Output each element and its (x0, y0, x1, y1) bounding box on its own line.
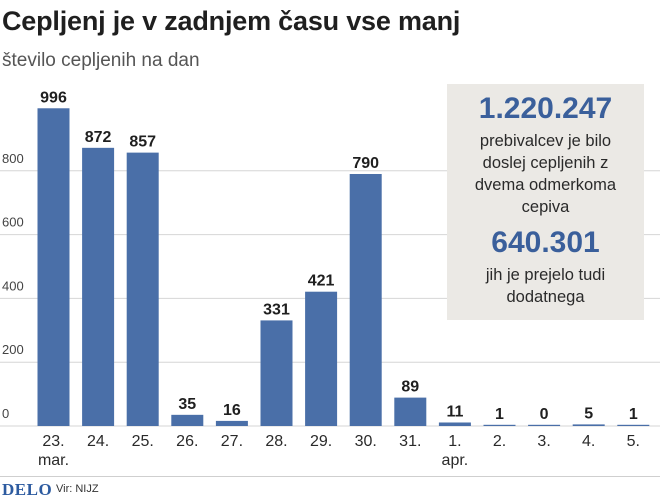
total-vaccinated-number: 1.220.247 (478, 92, 613, 125)
footer-divider (0, 476, 660, 477)
delo-logo: DELO (2, 480, 53, 499)
bar-value-label: 1 (629, 406, 638, 423)
x-tick-label: mar. (38, 452, 69, 469)
bar (126, 152, 159, 426)
bar-value-label: 790 (352, 155, 379, 172)
bar-value-label: 0 (540, 406, 549, 423)
x-tick-label: 31. (399, 433, 421, 450)
bar (572, 424, 605, 426)
y-tick-label: 400 (2, 278, 24, 293)
info-box: 1.220.247 prebivalcev je bilo doslej cep… (447, 84, 644, 320)
x-tick-label: 24. (87, 433, 109, 450)
bar-value-label: 5 (584, 405, 593, 422)
x-tick-label: 3. (537, 433, 550, 450)
footer: DELO Vir: NIJZ (0, 476, 660, 503)
bar (305, 291, 338, 426)
bar (349, 173, 382, 426)
x-tick-label: 4. (582, 433, 595, 450)
bar-value-label: 872 (85, 129, 112, 146)
y-tick-label: 600 (2, 215, 24, 230)
bar (215, 420, 248, 426)
bar-value-label: 35 (178, 396, 196, 413)
bar (438, 422, 471, 426)
booster-text: jih je prejelo tudi dodatnega (485, 266, 606, 306)
bar (483, 424, 516, 426)
total-vaccinated-text: prebivalcev je bilo doslej cepljenih z d… (474, 132, 617, 216)
bars (37, 108, 650, 426)
x-tick-label: 30. (355, 433, 377, 450)
source-note: Vir: NIJZ (56, 483, 99, 495)
y-tick-label: 0 (2, 406, 9, 421)
bar-value-label: 331 (263, 301, 290, 318)
x-tick-label: 28. (265, 433, 287, 450)
x-tick-label: 25. (132, 433, 154, 450)
bar-value-label: 996 (40, 89, 67, 106)
x-tick-label: 23. (42, 433, 64, 450)
bar (528, 424, 561, 426)
bar-value-label: 421 (308, 273, 335, 290)
bar (260, 320, 293, 426)
x-axis: 23. mar. 24. 25. 26. 27. 28. 29. 30. 31. 1. apr. 2. 3… (38, 433, 640, 469)
bar (394, 397, 427, 426)
y-tick-label: 800 (2, 151, 24, 166)
y-tick-label: 200 (2, 342, 24, 357)
x-tick-label: 2. (493, 433, 506, 450)
x-tick-label: 1. (448, 433, 461, 450)
x-tick-label: apr. (442, 452, 469, 469)
x-tick-label: 26. (176, 433, 198, 450)
bar-value-label: 857 (129, 134, 156, 151)
x-tick-label: 27. (221, 433, 243, 450)
bar-value-label: 11 (446, 403, 463, 420)
bar (82, 147, 115, 426)
chart-subtitle: število cepljenih na dan (2, 50, 200, 71)
booster-number: 640.301 (491, 226, 600, 259)
bar (617, 424, 650, 426)
bar-value-label: 89 (401, 379, 419, 396)
bar (37, 108, 70, 426)
x-tick-label: 5. (627, 433, 640, 450)
x-tick-label: 29. (310, 433, 332, 450)
bar-value-label: 1 (495, 406, 504, 423)
bar-value-label: 16 (223, 402, 241, 419)
bar (171, 414, 204, 426)
chart-title: Cepljenj je v zadnjem času vse manj (2, 6, 461, 36)
